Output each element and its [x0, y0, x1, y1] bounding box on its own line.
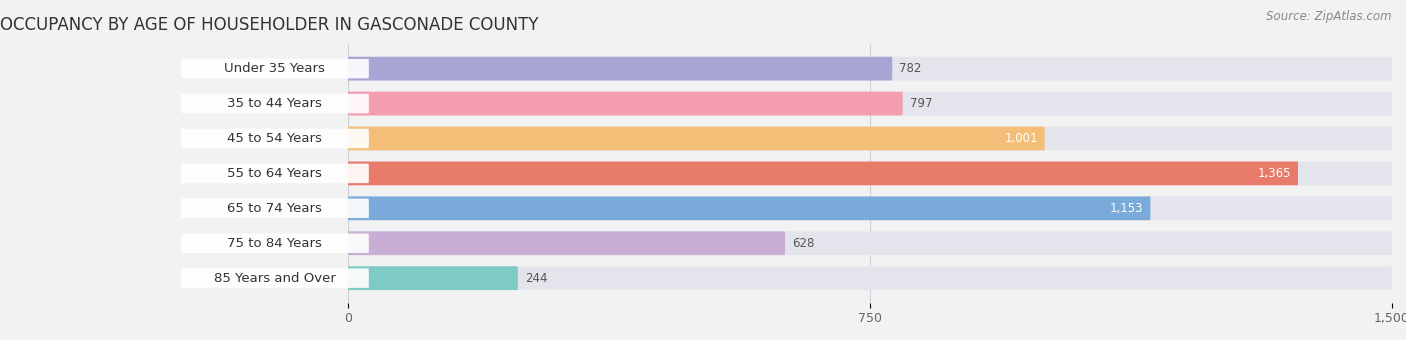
- FancyBboxPatch shape: [349, 57, 893, 81]
- FancyBboxPatch shape: [349, 266, 517, 290]
- Text: 1,153: 1,153: [1109, 202, 1143, 215]
- Text: 35 to 44 Years: 35 to 44 Years: [228, 97, 322, 110]
- FancyBboxPatch shape: [181, 234, 368, 253]
- FancyBboxPatch shape: [349, 92, 1392, 116]
- FancyBboxPatch shape: [349, 231, 1392, 255]
- FancyBboxPatch shape: [349, 126, 1045, 150]
- Text: Source: ZipAtlas.com: Source: ZipAtlas.com: [1267, 10, 1392, 23]
- Text: 55 to 64 Years: 55 to 64 Years: [228, 167, 322, 180]
- FancyBboxPatch shape: [349, 231, 785, 255]
- FancyBboxPatch shape: [181, 129, 368, 148]
- FancyBboxPatch shape: [181, 268, 368, 288]
- FancyBboxPatch shape: [181, 94, 368, 113]
- FancyBboxPatch shape: [181, 199, 368, 218]
- FancyBboxPatch shape: [181, 59, 368, 79]
- Text: OCCUPANCY BY AGE OF HOUSEHOLDER IN GASCONADE COUNTY: OCCUPANCY BY AGE OF HOUSEHOLDER IN GASCO…: [0, 16, 538, 34]
- Text: 75 to 84 Years: 75 to 84 Years: [228, 237, 322, 250]
- Text: 244: 244: [524, 272, 547, 285]
- FancyBboxPatch shape: [349, 92, 903, 116]
- FancyBboxPatch shape: [349, 162, 1298, 185]
- FancyBboxPatch shape: [349, 57, 1392, 81]
- FancyBboxPatch shape: [349, 266, 1392, 290]
- Text: 65 to 74 Years: 65 to 74 Years: [228, 202, 322, 215]
- FancyBboxPatch shape: [181, 164, 368, 183]
- Text: 45 to 54 Years: 45 to 54 Years: [228, 132, 322, 145]
- FancyBboxPatch shape: [349, 197, 1150, 220]
- FancyBboxPatch shape: [349, 126, 1392, 150]
- FancyBboxPatch shape: [349, 197, 1392, 220]
- Text: 628: 628: [792, 237, 814, 250]
- Text: 1,365: 1,365: [1257, 167, 1291, 180]
- Text: Under 35 Years: Under 35 Years: [225, 62, 325, 75]
- Text: 1,001: 1,001: [1004, 132, 1038, 145]
- FancyBboxPatch shape: [349, 162, 1392, 185]
- Text: 797: 797: [910, 97, 932, 110]
- Text: 782: 782: [900, 62, 921, 75]
- Text: 85 Years and Over: 85 Years and Over: [214, 272, 336, 285]
